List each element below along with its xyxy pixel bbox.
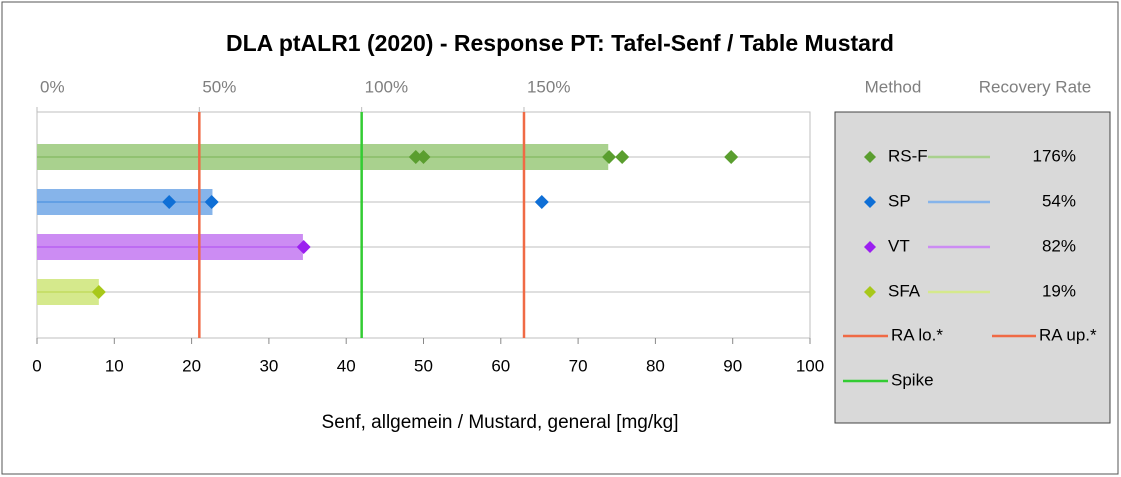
data-point bbox=[534, 195, 549, 209]
x-tick-label: 70 bbox=[569, 356, 588, 375]
x2-tick-label: 150% bbox=[527, 77, 570, 96]
data-point bbox=[615, 150, 630, 164]
data-point bbox=[602, 150, 617, 164]
data-point bbox=[408, 150, 423, 164]
x-tick-label: 90 bbox=[723, 356, 742, 375]
legend-label: RA up.* bbox=[1039, 325, 1097, 344]
x-tick-label: 80 bbox=[646, 356, 665, 375]
x-tick-label: 0 bbox=[32, 356, 41, 375]
x-tick-label: 60 bbox=[491, 356, 510, 375]
x-axis-label: Senf, allgemein / Mustard, general [mg/k… bbox=[322, 412, 679, 433]
legend-label: RA lo.* bbox=[891, 325, 943, 344]
legend-marker bbox=[864, 241, 876, 253]
x-tick-label: 10 bbox=[105, 356, 124, 375]
legend-header: Recovery Rate bbox=[979, 77, 1091, 96]
x-tick-label: 40 bbox=[337, 356, 356, 375]
legend-rate: 54% bbox=[1042, 191, 1076, 210]
legend-header: Method bbox=[865, 77, 922, 96]
legend-rate: 19% bbox=[1042, 281, 1076, 300]
x2-tick-label: 50% bbox=[202, 77, 236, 96]
legend-label: SFA bbox=[888, 281, 921, 300]
data-point bbox=[204, 195, 219, 209]
chart-title: DLA ptALR1 (2020) - Response PT: Tafel-S… bbox=[226, 30, 894, 56]
x-tick-label: 20 bbox=[182, 356, 201, 375]
legend-rate: 82% bbox=[1042, 236, 1076, 255]
x-tick-label: 50 bbox=[414, 356, 433, 375]
data-point bbox=[91, 285, 106, 299]
legend-label: Spike bbox=[891, 370, 934, 389]
legend-marker bbox=[864, 286, 876, 298]
x2-tick-label: 0% bbox=[40, 77, 65, 96]
x-tick-label: 30 bbox=[259, 356, 278, 375]
data-point bbox=[162, 195, 177, 209]
x-tick-label: 100 bbox=[796, 356, 824, 375]
data-point bbox=[296, 240, 311, 254]
legend-label: RS-F bbox=[888, 146, 928, 165]
legend-label: SP bbox=[888, 191, 911, 210]
data-point bbox=[416, 150, 431, 164]
x2-tick-label: 100% bbox=[365, 77, 408, 96]
data-point bbox=[724, 150, 739, 164]
legend-marker bbox=[864, 151, 876, 163]
legend-rate: 176% bbox=[1033, 146, 1076, 165]
legend-box bbox=[834, 111, 1111, 424]
legend-label: VT bbox=[888, 236, 910, 255]
legend-marker bbox=[864, 196, 876, 208]
